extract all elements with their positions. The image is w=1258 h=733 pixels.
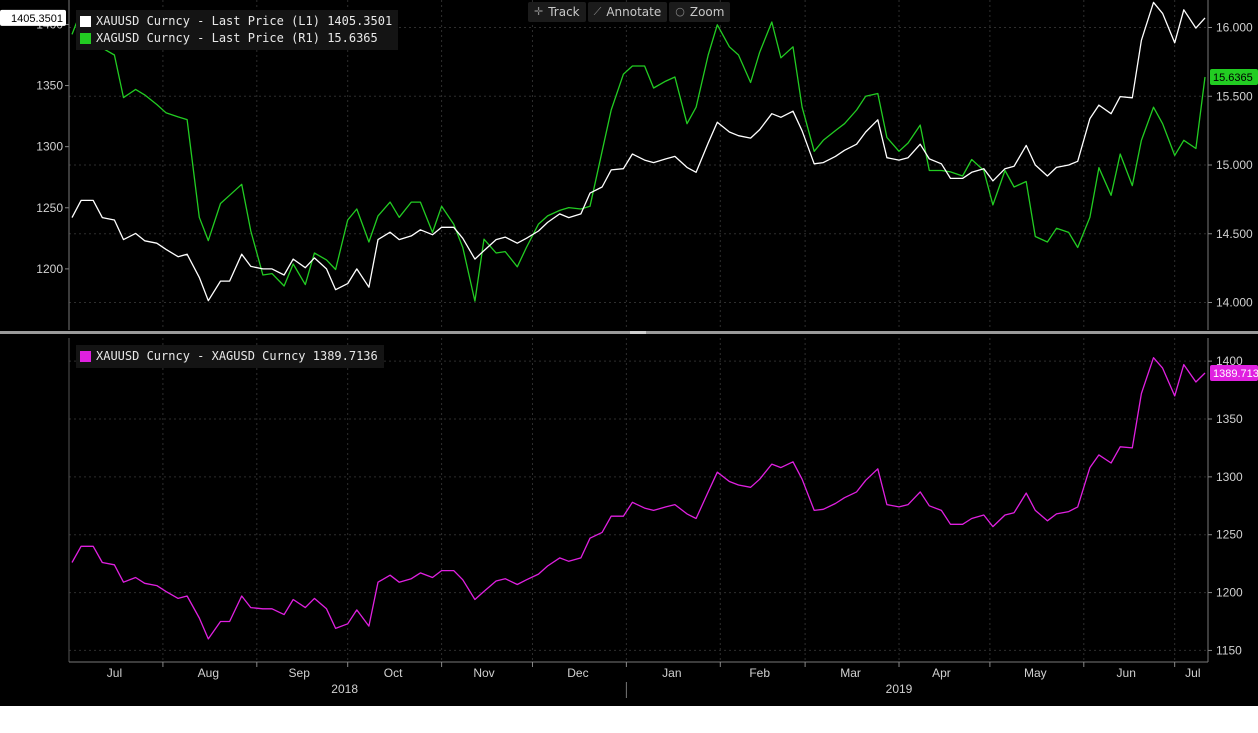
x-month-label: Jul [1185,666,1200,680]
magnifier-icon: ○ [675,5,685,18]
y-right-tick-label: 1400 [1216,354,1243,368]
y-right-tick-label: 1250 [1216,528,1243,542]
crosshair-icon: ✛ [534,5,544,18]
spread-last-value-tag: 1389.7136 [1210,365,1258,382]
chart-toolbar: ✛ Track ⟋ Annotate ○ Zoom [528,2,731,22]
spread-last-value-tag-text: 1389.7136 [1213,368,1258,380]
panel-divider-handle [630,331,646,334]
silver-last-value-tag-text: 15.6365 [1213,72,1253,84]
y-right-tick-label: 1150 [1216,643,1242,657]
legend-gold-label: XAUUSD Curncy - Last Price (L1) 1405.350… [96,14,393,28]
y-right-tick-label: 1300 [1216,470,1243,484]
legend-spread-label: XAUUSD Curncy - XAGUSD Curncy 1389.7136 [96,349,378,363]
spread-last-value-tag-box [1210,365,1258,382]
x-month-label: Jul [107,666,122,680]
x-year-label: 2018 [331,682,358,696]
x-month-label: Oct [384,666,403,680]
legend-item-gold[interactable]: XAUUSD Curncy - Last Price (L1) 1405.350… [80,13,392,30]
y-left-tick-label: 1300 [36,140,63,154]
y-right-tick-label: 1200 [1216,586,1243,600]
gold-last-value-tag-box [0,9,66,26]
y-right-tick-label: 14.500 [1216,227,1253,241]
x-month-label: Jan [662,666,681,680]
y-left-tick-label: 1200 [36,262,63,276]
pencil-icon: ⟋ [593,5,602,18]
legend-item-silver[interactable]: XAGUSD Curncy - Last Price (R1) 15.6365 [80,30,392,47]
y-left-tick-label: 1350 [36,79,63,93]
track-label: Track [548,5,580,19]
top-panel-legend: XAUUSD Curncy - Last Price (L1) 1405.350… [76,10,399,50]
x-month-label: Dec [567,666,588,680]
zoom-button[interactable]: ○ Zoom [669,2,731,22]
y-left-tick-label: 1250 [36,201,63,215]
x-month-label: Nov [473,666,494,680]
gold-last-value-tag: 1405.3501 [0,9,66,26]
y-right-tick-label: 14.000 [1216,296,1253,310]
spread-swatch [80,351,91,362]
annotate-label: Annotate [606,5,662,19]
silver-swatch [80,33,91,44]
gold-swatch [80,16,91,27]
chart-frame: 14.000 14.500 15.000 15.500 16.000 1200 1250 13… [0,0,1258,706]
spread-series-line [71,357,1206,640]
legend-silver-label: XAGUSD Curncy - Last Price (R1) 15.6365 [96,31,378,45]
x-month-label: Jun [1117,666,1136,680]
x-month-label: Feb [749,666,770,680]
y-right-tick-label: 15.500 [1216,89,1253,103]
track-button[interactable]: ✛ Track [528,2,586,22]
x-month-label: Apr [932,666,951,680]
x-month-label: Aug [198,666,219,680]
gold-last-value-tag-text: 1405.3501 [11,13,63,25]
gold-series-line [71,1,1206,302]
silver-series-line [71,10,1206,302]
silver-last-value-tag: 15.6365 [1210,69,1258,85]
y-right-tick-label: 1350 [1216,412,1243,426]
y-right-tick-label: 16.000 [1216,21,1253,35]
silver-last-value-tag-box [1210,69,1258,85]
x-month-label: May [1024,666,1047,680]
annotate-button[interactable]: ⟋ Annotate [587,2,668,22]
x-month-label: Mar [840,666,861,680]
bottom-panel-legend: XAUUSD Curncy - XAGUSD Curncy 1389.7136 [76,345,384,368]
x-month-label: Sep [289,666,311,680]
panel-divider [0,331,1258,334]
x-year-label: 2019 [886,682,913,696]
legend-item-spread[interactable]: XAUUSD Curncy - XAGUSD Curncy 1389.7136 [80,348,378,365]
y-right-tick-label: 15.000 [1216,158,1253,172]
chart-canvas: 14.000 14.500 15.000 15.500 16.000 1200 1250 13… [0,0,1258,698]
zoom-label: Zoom [689,5,725,19]
